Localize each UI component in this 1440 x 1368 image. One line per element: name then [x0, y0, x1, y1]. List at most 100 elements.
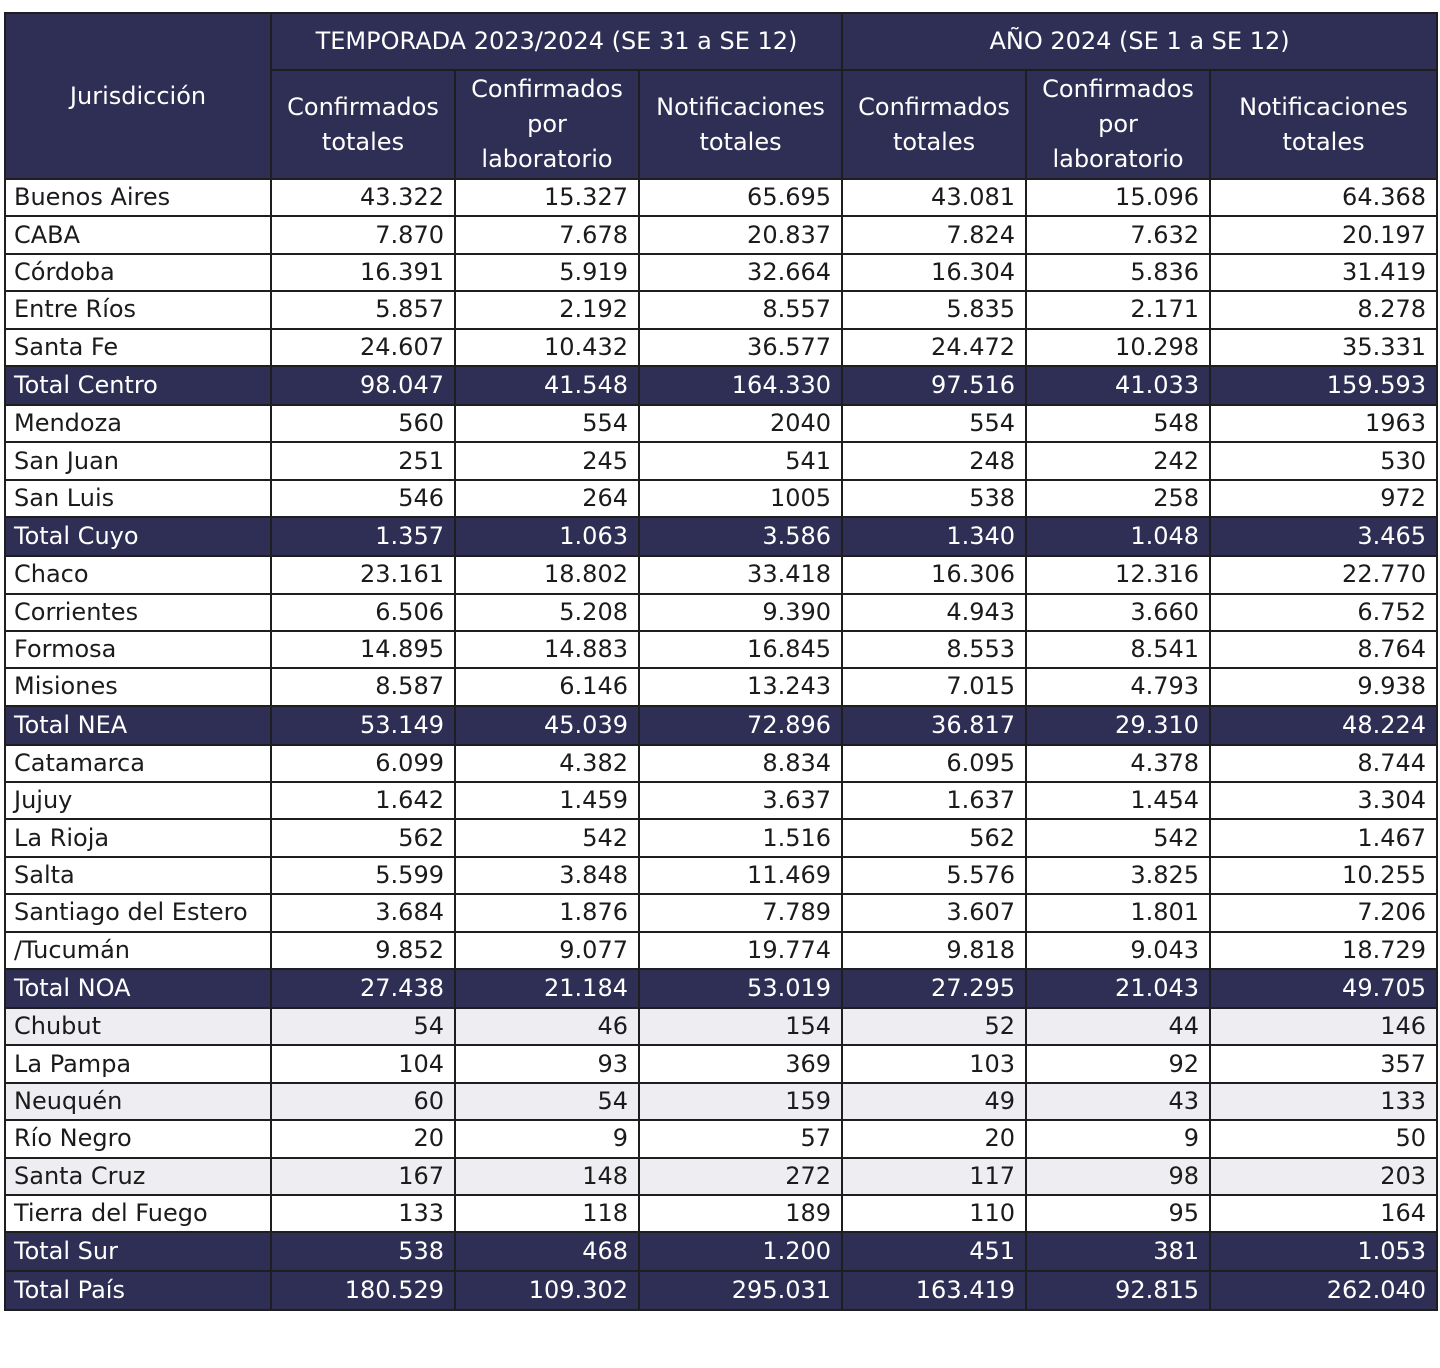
value-cell: 60 [270, 1081, 456, 1122]
value-cell: 189 [637, 1193, 844, 1234]
value-cell: 272 [637, 1156, 844, 1196]
value-cell: 10.255 [1209, 855, 1439, 896]
value-cell: 118 [454, 1193, 640, 1234]
jurisdiction-cell: Salta [4, 855, 272, 896]
value-cell: 2.192 [454, 290, 640, 330]
total-row: Total Sur 538 468 1.200 451 381 1.053 [4, 1231, 1439, 1273]
value-cell: 164.330 [637, 364, 844, 406]
season-group-header: TEMPORADA 2023/2024 (SE 31 a SE 12) [269, 12, 844, 71]
value-cell: 21.184 [454, 968, 640, 1010]
value-cell: 8.557 [637, 290, 844, 330]
value-cell: 41.033 [1025, 364, 1212, 406]
value-cell: 5.576 [841, 855, 1028, 896]
value-cell: 451 [841, 1231, 1028, 1273]
value-cell: 54 [454, 1081, 640, 1122]
value-cell: 53.019 [637, 968, 844, 1010]
jurisdiction-cell: Formosa [4, 629, 272, 670]
value-cell: 43.322 [270, 177, 456, 218]
table-row: Santiago del Estero 3.684 1.876 7.789 3.607 1… [4, 893, 1439, 933]
value-cell: 27.295 [841, 968, 1028, 1010]
table-row: Buenos Aires 43.322 15.327 65.695 43.081 15.0… [4, 177, 1439, 218]
value-cell: 8.553 [841, 629, 1028, 670]
value-cell: 20.837 [637, 215, 844, 255]
jurisdiction-cell: Río Negro [4, 1119, 272, 1159]
value-cell: 43.081 [841, 177, 1028, 218]
value-cell: 562 [270, 818, 456, 858]
value-cell: 1.357 [270, 516, 456, 558]
column-header-line: Confirmados [1042, 75, 1194, 103]
value-cell: 5.836 [1025, 252, 1212, 293]
value-cell: 7.015 [841, 667, 1028, 707]
value-cell: 357 [1209, 1044, 1439, 1084]
value-cell: 4.793 [1025, 667, 1212, 707]
value-cell: 16.845 [637, 629, 844, 670]
value-cell: 13.243 [637, 667, 844, 707]
value-cell: 154 [637, 1007, 844, 1047]
jurisdiction-cell: Misiones [4, 667, 272, 707]
value-cell: 15.327 [454, 177, 640, 218]
value-cell: 92 [1025, 1044, 1212, 1084]
value-cell: 3.304 [1209, 781, 1439, 821]
jurisdiction-cell: Santa Cruz [4, 1156, 272, 1196]
value-cell: 9 [454, 1119, 640, 1159]
value-cell: 43 [1025, 1081, 1212, 1122]
jurisdiction-cell: CABA [4, 215, 272, 255]
total-row: Total Centro 98.047 41.548 164.330 97.516 41.… [4, 364, 1439, 406]
table-row: Córdoba 16.391 5.919 32.664 16.304 5.836 31.41… [4, 252, 1439, 293]
value-cell: 54 [270, 1007, 456, 1047]
jurisdiction-cell: Corrientes [4, 592, 272, 632]
value-cell: 546 [270, 478, 456, 519]
value-cell: 251 [270, 441, 456, 481]
value-cell: 93 [454, 1044, 640, 1084]
value-cell: 1.053 [1209, 1231, 1439, 1273]
value-cell: 29.310 [1025, 704, 1212, 746]
column-header-line: laboratorio [481, 145, 613, 173]
value-cell: 7.206 [1209, 893, 1439, 933]
column-header-line: totales [892, 127, 976, 156]
value-cell: 35.331 [1209, 327, 1439, 367]
value-cell: 1.467 [1209, 818, 1439, 858]
value-cell: 245 [454, 441, 640, 481]
column-header-line: totales [1282, 127, 1365, 156]
value-cell: 9.077 [454, 930, 640, 971]
value-cell: 6.752 [1209, 592, 1439, 632]
value-cell: 560 [270, 403, 456, 444]
value-cell: 163.419 [841, 1270, 1028, 1312]
value-cell: 12.316 [1025, 555, 1212, 595]
value-cell: 57 [637, 1119, 844, 1159]
table-row: Catamarca 6.099 4.382 8.834 6.095 4.378 8.744 [4, 743, 1439, 784]
value-cell: 6.506 [270, 592, 456, 632]
value-cell: 3.684 [270, 893, 456, 933]
value-cell: 203 [1209, 1156, 1439, 1196]
table-row: San Luis 546 264 1005 538 258 972 [4, 478, 1439, 519]
column-header: Confirmados totales [270, 69, 456, 180]
table-row: Entre Ríos 5.857 2.192 8.557 5.835 2.171 8.278 [4, 290, 1439, 330]
column-header: Confirmados totales [841, 69, 1028, 180]
value-cell: 554 [841, 403, 1028, 444]
value-cell: 3.848 [454, 855, 640, 896]
table-row: Tierra del Fuego 133 118 189 110 95 164 [4, 1193, 1439, 1234]
value-cell: 1.063 [454, 516, 640, 558]
table-row: Chubut 54 46 154 52 44 146 [4, 1007, 1439, 1047]
value-cell: 36.577 [637, 327, 844, 367]
table-row: Río Negro 20 9 57 20 9 50 [4, 1119, 1439, 1159]
value-cell: 7.678 [454, 215, 640, 255]
value-cell: 5.208 [454, 592, 640, 632]
value-cell: 5.919 [454, 252, 640, 293]
value-cell: 133 [1209, 1081, 1439, 1122]
value-cell: 8.541 [1025, 629, 1212, 670]
table-row: La Rioja 562 542 1.516 562 542 1.467 [4, 818, 1439, 858]
total-row: Total Cuyo 1.357 1.063 3.586 1.340 1.048 3.465 [4, 516, 1439, 558]
jurisdiction-cell: San Luis [4, 478, 272, 519]
value-cell: 1.516 [637, 818, 844, 858]
value-cell: 18.729 [1209, 930, 1439, 971]
value-cell: 8.587 [270, 667, 456, 707]
value-cell: 3.825 [1025, 855, 1212, 896]
jurisdiction-cell: Chubut [4, 1007, 272, 1047]
value-cell: 562 [841, 818, 1028, 858]
value-cell: 1005 [637, 478, 844, 519]
value-cell: 95 [1025, 1193, 1212, 1234]
value-cell: 14.883 [454, 629, 640, 670]
value-cell: 9.043 [1025, 930, 1212, 971]
jurisdiction-cell: Santa Fe [4, 327, 272, 367]
